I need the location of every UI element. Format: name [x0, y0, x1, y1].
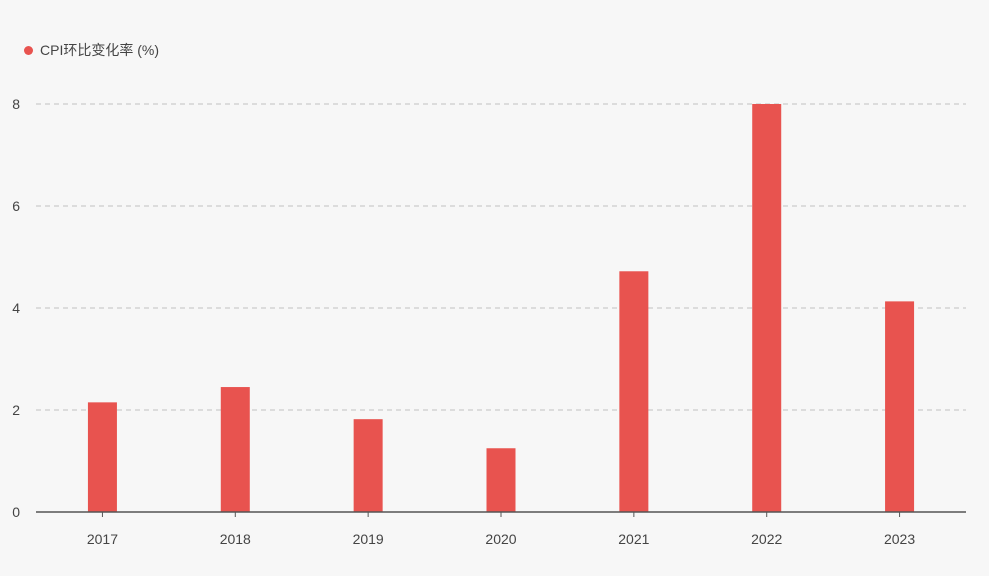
x-tick-label: 2017	[87, 531, 118, 547]
x-axis-ticks: 2017 2018 2019 2020 2021 2022 2023	[87, 512, 915, 547]
bar-2022[interactable]	[752, 104, 782, 512]
bar-2017[interactable]	[87, 402, 117, 512]
legend-label: CPI环比变化率 (%)	[40, 42, 159, 58]
x-tick-label: 2018	[220, 531, 251, 547]
x-tick-label: 2022	[751, 531, 782, 547]
y-tick-label: 0	[12, 504, 20, 520]
legend[interactable]: CPI环比变化率 (%)	[24, 40, 159, 60]
y-tick-label: 8	[12, 96, 20, 112]
bar-2020[interactable]	[486, 448, 516, 512]
bar-2021[interactable]	[619, 271, 649, 512]
y-tick-label: 2	[12, 402, 20, 418]
legend-marker	[24, 45, 33, 55]
bar-2018[interactable]	[220, 387, 250, 512]
bar-2023[interactable]	[885, 301, 915, 512]
bars	[87, 104, 915, 512]
y-axis-ticks: 0 2 4 6 8	[12, 96, 20, 520]
x-tick-label: 2019	[353, 531, 384, 547]
x-tick-label: 2020	[485, 531, 516, 547]
gridlines	[36, 103, 966, 411]
x-tick-label: 2021	[618, 531, 649, 547]
x-tick-label: 2023	[884, 531, 915, 547]
bar-2019[interactable]	[353, 419, 383, 512]
y-tick-label: 4	[12, 300, 20, 316]
y-tick-label: 6	[12, 198, 20, 214]
